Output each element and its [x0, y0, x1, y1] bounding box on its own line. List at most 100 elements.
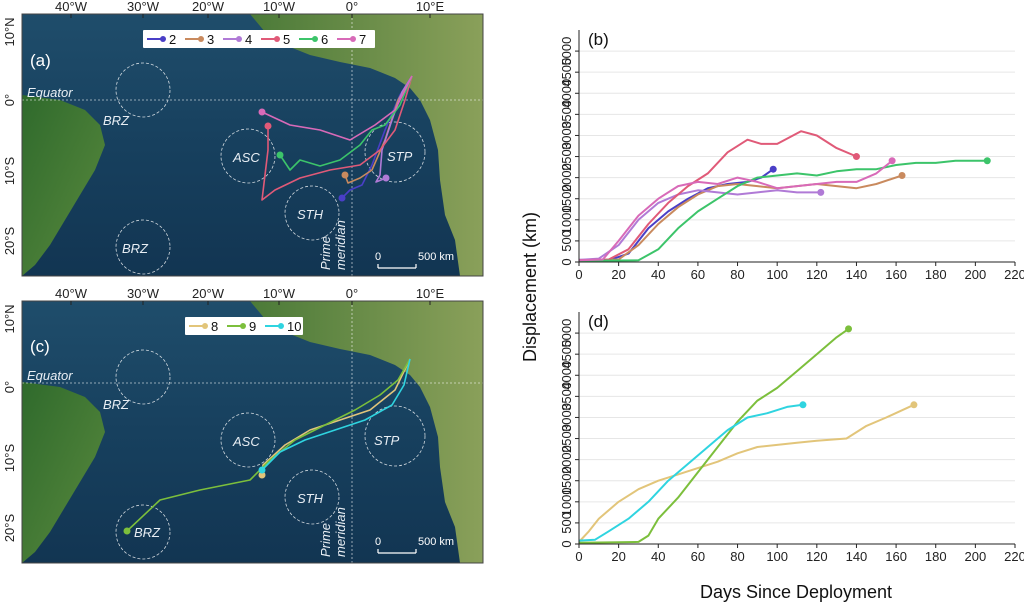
- latitude-label: 20°S: [2, 514, 17, 543]
- asc-label: ASC: [232, 434, 260, 449]
- legend-marker-5: [274, 36, 280, 42]
- latitude-label: 10°N: [2, 17, 17, 46]
- y-tick-label: 3000: [559, 403, 574, 432]
- x-tick-label: 40: [651, 267, 665, 282]
- longitude-label: 20°W: [192, 0, 225, 14]
- series-line-4: [579, 189, 821, 261]
- longitude-label: 10°E: [416, 0, 445, 14]
- x-tick-label: 180: [925, 267, 947, 282]
- y-tick-label: 5000: [559, 37, 574, 66]
- latitude-label: 20°S: [2, 227, 17, 256]
- series-line-10: [579, 403, 804, 542]
- x-tick-label: 60: [691, 549, 705, 564]
- scale-dist: 500 km: [418, 251, 454, 263]
- y-tick-label: 3000: [559, 121, 574, 150]
- y-tick-label: 4500: [559, 340, 574, 369]
- longitude-label: 10°W: [263, 0, 296, 14]
- legend-label-5: 5: [283, 32, 290, 47]
- latitude-label: 10°N: [2, 304, 17, 333]
- series-endpoint-2: [769, 165, 777, 173]
- series-endpoint-10: [799, 401, 807, 409]
- y-axis-title: Displacement (km): [520, 212, 540, 362]
- drifter-track-4: [375, 75, 413, 183]
- legend-marker-4: [236, 36, 242, 42]
- legend-label-2: 2: [169, 32, 176, 47]
- y-tick-label: 4500: [559, 58, 574, 87]
- chart-panel-d: 0500100015002000250030003500400045005000…: [559, 312, 1024, 564]
- y-tick-label: 4000: [559, 79, 574, 108]
- x-tick-label: 140: [846, 267, 868, 282]
- scale-zero: 0: [375, 536, 381, 548]
- meridian-label: meridian: [333, 507, 348, 557]
- x-tick-label: 220: [1004, 549, 1024, 564]
- series-endpoint-5: [852, 153, 860, 161]
- x-tick-label: 220: [1004, 267, 1024, 282]
- legend-a: 2 3 4 5 6 7: [143, 30, 375, 48]
- legend-marker-10: [278, 323, 284, 329]
- series-line-8: [579, 403, 915, 543]
- longitude-label: 10°W: [263, 286, 296, 301]
- x-tick-label: 120: [806, 267, 828, 282]
- x-tick-label: 20: [611, 267, 625, 282]
- x-tick-label: 40: [651, 549, 665, 564]
- panel-letter-d: (d): [588, 312, 609, 331]
- y-tick-label: 4000: [559, 361, 574, 390]
- longitude-label: 30°W: [127, 286, 160, 301]
- y-tick-label: 500: [559, 230, 574, 252]
- equator-label: Equator: [27, 85, 73, 100]
- brz-label-2: BRZ: [122, 241, 149, 256]
- y-tick-label: 2500: [559, 142, 574, 171]
- drifter-track-10: [261, 358, 411, 471]
- drifter-endpoint-10: [258, 466, 266, 474]
- x-tick-label: 100: [766, 549, 788, 564]
- latitude-label: 0°: [2, 381, 17, 393]
- legend-marker-6: [312, 36, 318, 42]
- prime-label: Prime: [318, 523, 333, 557]
- drifter-endpoint-3: [341, 171, 349, 179]
- y-tick-label: 1000: [559, 487, 574, 516]
- series-endpoint-6: [983, 157, 991, 165]
- series-endpoint-9: [845, 325, 853, 333]
- x-tick-label: 180: [925, 549, 947, 564]
- x-tick-label: 200: [965, 549, 987, 564]
- longitude-label: 10°E: [416, 286, 445, 301]
- x-tick-label: 140: [846, 549, 868, 564]
- panel-letter-a: (a): [30, 51, 51, 70]
- series-endpoint-7: [888, 157, 896, 165]
- legend-label-6: 6: [321, 32, 328, 47]
- series-line-9: [579, 328, 850, 544]
- x-tick-label: 160: [885, 267, 907, 282]
- drifter-endpoint-9: [123, 527, 131, 535]
- drifter-endpoint-2: [338, 194, 346, 202]
- scale-dist: 500 km: [418, 536, 454, 548]
- x-tick-label: 0: [575, 267, 582, 282]
- map-panel-c: (c) Equator BRZ BRZ ASC STH STP Prime me…: [2, 286, 484, 564]
- asc-label: ASC: [232, 150, 260, 165]
- series-line-3: [579, 174, 903, 262]
- drifter-track-3: [344, 75, 413, 184]
- y-tick-label: 3500: [559, 382, 574, 411]
- stp-label: STP: [374, 433, 400, 448]
- longitude-label: 0°: [346, 0, 358, 14]
- series-endpoint-4: [817, 188, 825, 196]
- legend-c: 8 9 10: [185, 317, 303, 335]
- longitude-label: 40°W: [55, 286, 88, 301]
- sth-label: STH: [297, 207, 324, 222]
- y-tick-label: 0: [559, 540, 574, 547]
- brz-label: BRZ: [103, 113, 130, 128]
- meridian-label: meridian: [333, 220, 348, 270]
- x-tick-label: 60: [691, 267, 705, 282]
- x-tick-label: 160: [885, 549, 907, 564]
- scale-bar: 0 500 km: [375, 536, 454, 554]
- panel-letter-c: (c): [30, 337, 50, 356]
- legend-marker-8: [202, 323, 208, 329]
- series-endpoint-8: [910, 401, 918, 409]
- y-tick-label: 5000: [559, 319, 574, 348]
- drifter-track-5: [261, 75, 413, 201]
- longitude-label: 0°: [346, 286, 358, 301]
- latitude-label: 10°S: [2, 157, 17, 186]
- drifter-endpoint-5: [264, 122, 272, 130]
- series-endpoint-3: [898, 172, 906, 180]
- y-tick-label: 1500: [559, 466, 574, 495]
- africa-landmass: [250, 301, 483, 563]
